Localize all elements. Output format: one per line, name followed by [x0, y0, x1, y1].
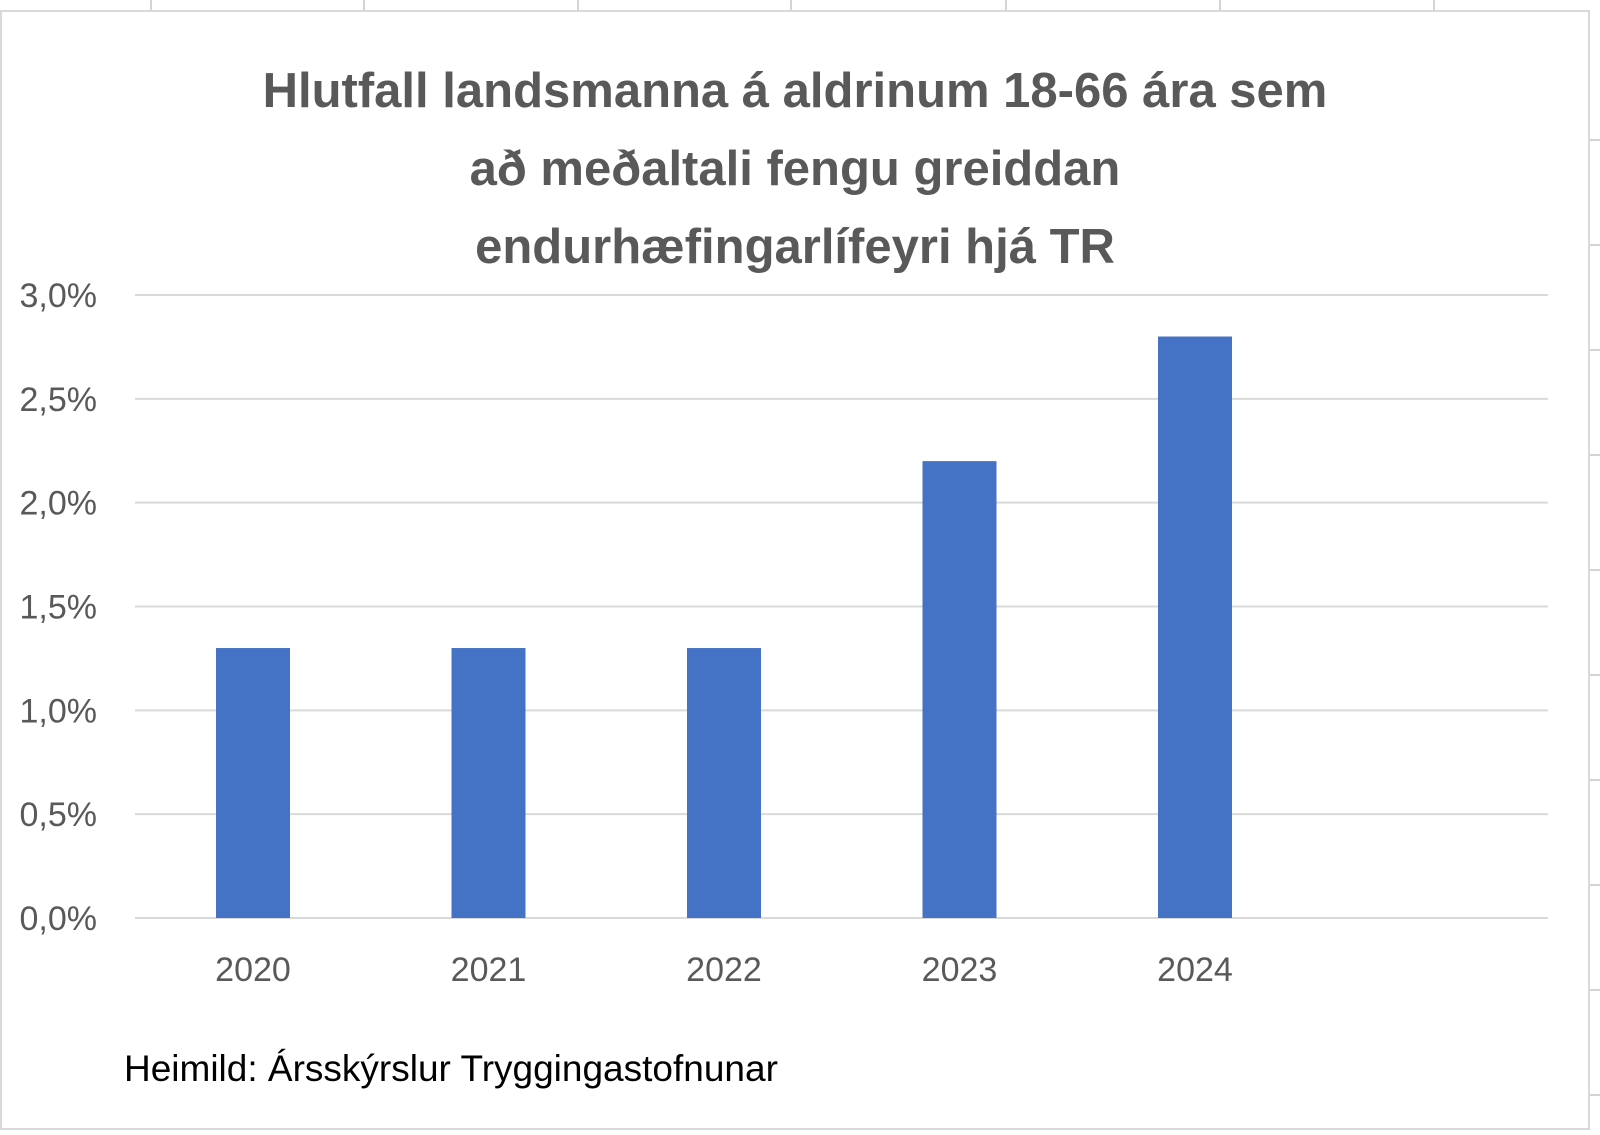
bar	[922, 461, 997, 918]
bar-series	[216, 336, 1232, 918]
x-tick-label: 2022	[686, 951, 762, 989]
y-tick-label: 0,0%	[20, 900, 98, 938]
y-tick-label: 1,5%	[20, 589, 98, 627]
source-note: Heimild: Ársskýrslur Tryggingastofnunar	[124, 1048, 778, 1089]
x-tick-label: 2021	[451, 951, 527, 989]
chart-title-line-3: endurhæfingarlífeyri hjá TR	[475, 220, 1115, 274]
y-tick-label: 0,5%	[20, 796, 98, 834]
x-tick-label: 2020	[215, 951, 291, 989]
bar	[451, 648, 526, 918]
x-tick-label: 2024	[1157, 951, 1233, 989]
bar	[687, 648, 761, 918]
bar	[216, 648, 290, 918]
chart-title-line-2: að meðaltali fengu greiddan	[469, 142, 1121, 196]
bar	[1158, 336, 1232, 918]
chart-title-line-1: Hlutfall landsmanna á aldrinum 18-66 ára…	[262, 64, 1328, 118]
x-axis-tick-labels: 2020 2021 2022 2023 2024	[215, 951, 1233, 989]
y-axis-tick-labels: 0,0% 0,5% 1,0% 1,5% 2,0% 2,5% 3,0%	[20, 277, 98, 938]
x-tick-label: 2023	[922, 951, 998, 989]
y-tick-label: 2,0%	[20, 485, 98, 523]
chart-title: Hlutfall landsmanna á aldrinum 18-66 ára…	[130, 52, 1460, 286]
y-tick-label: 3,0%	[20, 277, 98, 315]
y-tick-label: 1,0%	[20, 692, 98, 730]
chart-area	[0, 10, 1590, 1130]
gridlines	[135, 294, 1548, 919]
y-tick-label: 2,5%	[20, 381, 98, 419]
